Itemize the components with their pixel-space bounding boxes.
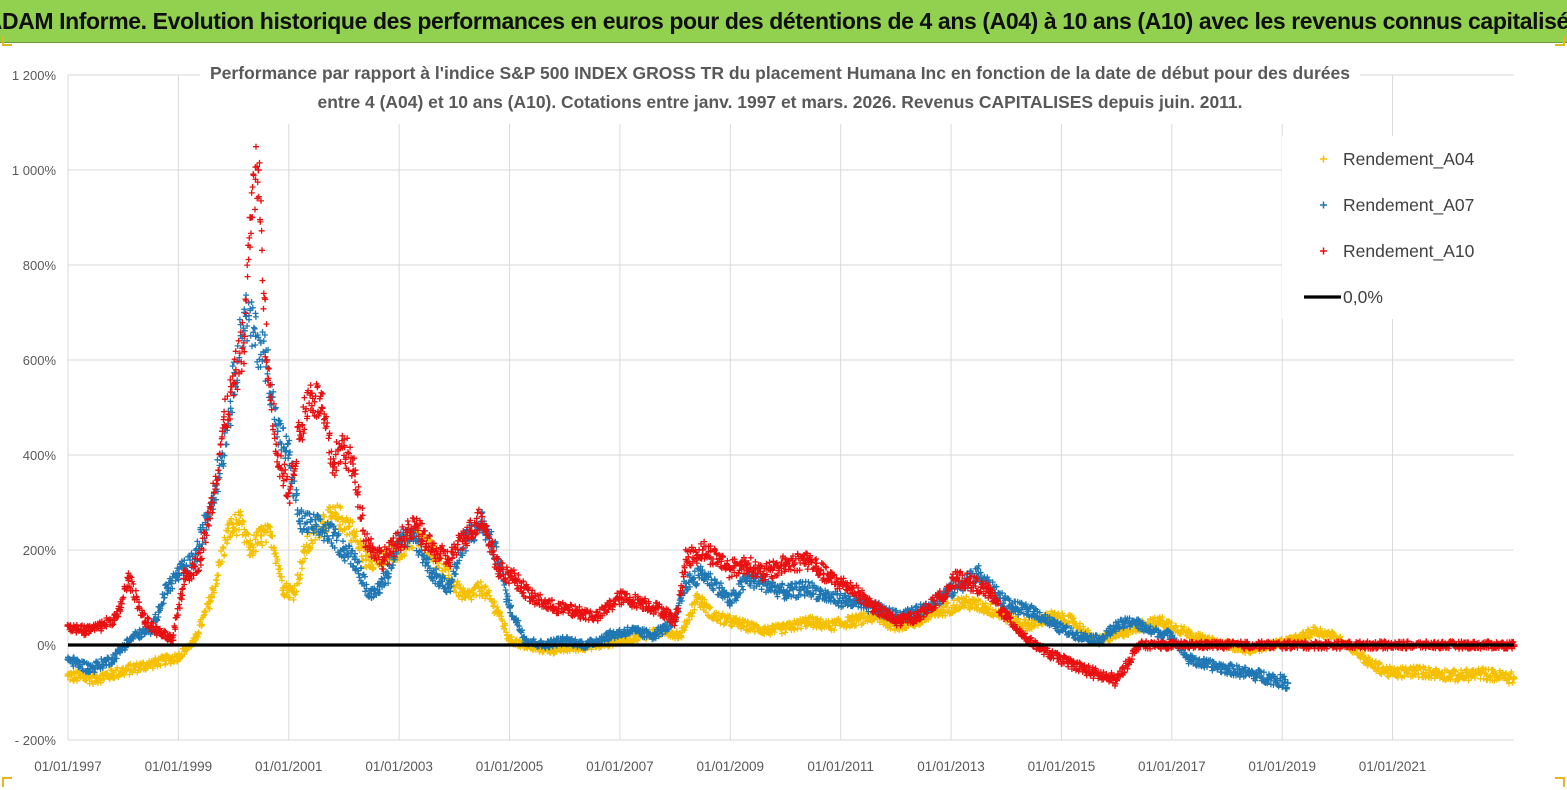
- chart-legend: Rendement_A04 Rendement_A07 Rendement_A10 0…: [1282, 136, 1514, 319]
- data-point-a07: [285, 451, 293, 459]
- data-point-a04: [345, 522, 353, 530]
- x-tick-label: 01/01/2011: [807, 759, 874, 774]
- data-point-a10: [241, 332, 249, 340]
- x-tick-label: 01/01/2003: [365, 759, 433, 774]
- y-tick-label: 1 000%: [12, 163, 57, 178]
- report-banner-title: ADAM Informe. Evolution historique des p…: [0, 0, 1567, 43]
- data-point-a10: [254, 166, 262, 174]
- x-tick-label: 01/01/1999: [145, 759, 213, 774]
- x-tick-label: 01/01/2019: [1248, 759, 1316, 774]
- x-tick-label: 01/01/1997: [34, 759, 102, 774]
- chart-series: [64, 143, 1518, 692]
- data-point-a10: [318, 404, 326, 411]
- x-tick-label: 01/01/2001: [255, 759, 323, 774]
- chart-title-line-2: entre 4 (A04) et 10 ans (A10). Cotations…: [318, 92, 1243, 112]
- legend-marker-a04: [1320, 155, 1327, 163]
- chart-title: Performance par rapport à l'indice S&P 5…: [200, 58, 1360, 124]
- y-tick-label: 800%: [23, 258, 57, 273]
- corner-mark-top-right: [1555, 36, 1565, 46]
- y-axis-tick-labels: - 200% 0% 200% 400% 600% 800% 1 000% 1 200%: [12, 68, 57, 748]
- x-tick-label: 01/01/2015: [1028, 759, 1096, 774]
- y-tick-label: 0%: [37, 638, 56, 653]
- chart-title-line-1: Performance par rapport à l'indice S&P 5…: [210, 63, 1350, 83]
- x-axis-tick-labels: 01/01/1997 01/01/1999 01/01/2001 01/01/2003…: [34, 759, 1426, 774]
- legend-marker-a07: [1320, 201, 1327, 209]
- y-tick-label: 600%: [23, 353, 57, 368]
- legend-label-a04: Rendement_A04: [1343, 149, 1475, 170]
- x-tick-label: 01/01/2021: [1359, 759, 1427, 774]
- y-tick-label: 400%: [23, 448, 57, 463]
- data-point-a07: [274, 427, 282, 435]
- x-tick-label: 01/01/2013: [917, 759, 985, 774]
- corner-mark-top-left: [2, 36, 12, 46]
- legend-label-zero: 0,0%: [1343, 287, 1383, 307]
- legend-label-a10: Rendement_A10: [1343, 241, 1475, 262]
- corner-mark-bottom-right: [1555, 777, 1565, 787]
- x-tick-label: 01/01/2005: [476, 759, 544, 774]
- performance-chart: - 200% 0% 200% 400% 600% 800% 1 000% 1 200% 01/…: [12, 58, 1518, 774]
- y-tick-label: - 200%: [15, 733, 57, 748]
- x-tick-label: 01/01/2007: [586, 759, 654, 774]
- x-tick-label: 01/01/2017: [1138, 759, 1206, 774]
- legend-marker-a10: [1320, 247, 1327, 255]
- data-point-a10: [274, 451, 282, 459]
- y-tick-label: 200%: [23, 543, 57, 558]
- corner-mark-bottom-left: [2, 777, 12, 787]
- y-tick-label: 1 200%: [12, 68, 57, 83]
- x-tick-label: 01/01/2009: [697, 759, 765, 774]
- legend-label-a07: Rendement_A07: [1343, 195, 1474, 216]
